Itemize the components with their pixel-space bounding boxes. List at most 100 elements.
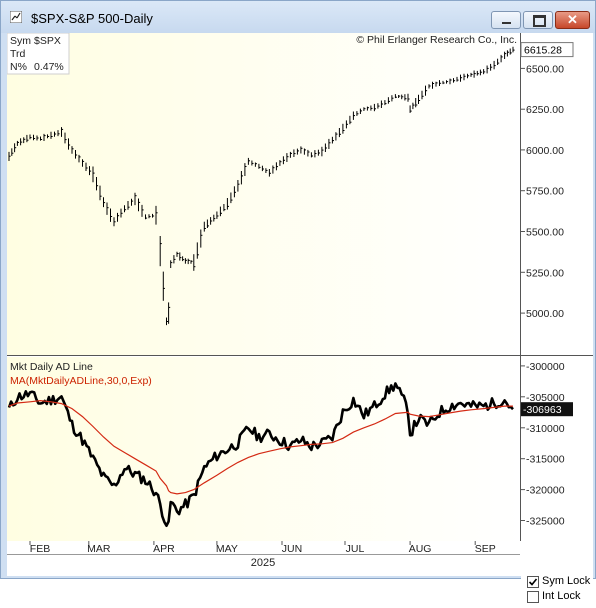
- price-bar: [432, 81, 435, 89]
- price-bar: [384, 100, 387, 106]
- price-bar: [258, 163, 261, 169]
- price-bar: [293, 149, 296, 157]
- price-bar: [366, 106, 369, 111]
- x-tick-label: JUL: [346, 543, 365, 555]
- price-bar: [247, 157, 250, 165]
- price-bar: [331, 136, 334, 144]
- sym-lock-checkbox[interactable]: [527, 576, 539, 588]
- minimize-button[interactable]: [491, 11, 521, 29]
- price-bar: [373, 103, 376, 112]
- title-bar[interactable]: $SPX-S&P 500-Daily ✕: [1, 1, 595, 33]
- price-bar: [497, 58, 500, 65]
- price-bar: [363, 107, 366, 111]
- price-bar: [230, 192, 233, 204]
- price-bar: [349, 115, 352, 125]
- price-bar: [317, 149, 320, 156]
- price-bar: [404, 94, 407, 101]
- ad-pane-background: [7, 357, 520, 541]
- price-bar: [159, 236, 162, 267]
- price-bar: [78, 154, 81, 163]
- price-bar: [206, 219, 209, 228]
- price-bar: [467, 73, 470, 79]
- price-bar: [303, 148, 306, 155]
- copyright-text: © Phil Erlanger Research Co., Inc.: [356, 34, 517, 46]
- price-bar: [272, 165, 275, 174]
- price-bar: [8, 151, 11, 161]
- price-tick-label: 5250.00: [526, 267, 564, 279]
- price-bar: [377, 103, 380, 109]
- price-bar: [463, 73, 466, 81]
- price-bar: [254, 162, 257, 167]
- price-bar: [418, 94, 421, 104]
- price-bar: [216, 211, 219, 219]
- price-bar: [321, 146, 324, 157]
- x-tick-label: AUG: [409, 543, 432, 555]
- price-bar: [61, 127, 64, 137]
- x-tick-label: MAY: [216, 543, 238, 555]
- chart-svg[interactable]: 5000.00 5250.00 5500.00 5750.00 6000.00 6250.…: [7, 33, 593, 576]
- price-bar: [483, 69, 486, 75]
- price-bar: [335, 132, 338, 141]
- price-bar: [127, 201, 130, 210]
- price-bar: [103, 197, 106, 208]
- price-bar: [391, 95, 394, 102]
- ad-tick-label: -315000: [526, 454, 565, 466]
- price-bar: [176, 251, 179, 257]
- price-bar: [92, 166, 95, 183]
- price-bar: [240, 171, 243, 185]
- price-bar: [300, 146, 303, 154]
- price-bar: [16, 140, 19, 146]
- price-bar: [29, 134, 32, 140]
- price-bar: [20, 138, 23, 146]
- price-bar: [476, 70, 479, 76]
- price-bar: [226, 198, 229, 210]
- x-tick-label: JUN: [282, 543, 302, 555]
- close-icon: ✕: [567, 12, 578, 27]
- int-lock-checkbox[interactable]: [527, 591, 539, 603]
- price-bar: [289, 151, 292, 158]
- price-bar: [219, 206, 222, 217]
- close-button[interactable]: ✕: [555, 11, 590, 29]
- price-bar: [415, 98, 418, 108]
- price-last-value: 6615.28: [524, 45, 562, 57]
- price-bar: [342, 123, 345, 134]
- price-bar: [152, 213, 155, 218]
- price-series: [8, 46, 515, 326]
- ma-line: [8, 399, 513, 495]
- maximize-button[interactable]: [523, 11, 553, 29]
- window-title: $SPX-S&P 500-Daily: [31, 11, 153, 26]
- price-tick-label: 5750.00: [526, 186, 564, 198]
- price-bar: [99, 185, 102, 201]
- price-bar: [394, 94, 397, 99]
- price-bar: [439, 80, 442, 86]
- price-bar: [425, 85, 428, 96]
- n-label: N%: [10, 61, 27, 73]
- price-bar: [251, 160, 254, 166]
- ad-series: [7, 382, 514, 527]
- price-tick-label: 6000.00: [526, 145, 564, 157]
- x-tick-label: FEB: [30, 543, 50, 555]
- price-bar: [124, 205, 127, 213]
- price-bar: [187, 258, 190, 265]
- price-last-value-box: [520, 42, 574, 58]
- price-bar: [401, 94, 404, 100]
- price-bar: [26, 134, 29, 143]
- price-bar: [446, 80, 449, 84]
- price-bar: [47, 134, 50, 139]
- price-bar: [120, 208, 123, 218]
- price-bar: [213, 214, 216, 222]
- chart-area[interactable]: 5000.00 5250.00 5500.00 5750.00 6000.00 6250.…: [7, 33, 593, 608]
- price-tick-label: 6250.00: [526, 104, 564, 116]
- price-bar: [296, 148, 299, 155]
- price-bar: [338, 128, 341, 138]
- n-value: 0.47%: [34, 61, 64, 73]
- price-bar: [310, 152, 313, 158]
- price-bar: [184, 258, 187, 264]
- price-bar: [470, 72, 473, 77]
- price-bar: [43, 133, 46, 141]
- price-bar: [162, 271, 165, 301]
- price-bar: [261, 165, 264, 172]
- lock-panel: Sym Lock Int Lock: [521, 573, 593, 608]
- sym-value: $SPX: [34, 35, 61, 47]
- price-bar: [85, 162, 88, 171]
